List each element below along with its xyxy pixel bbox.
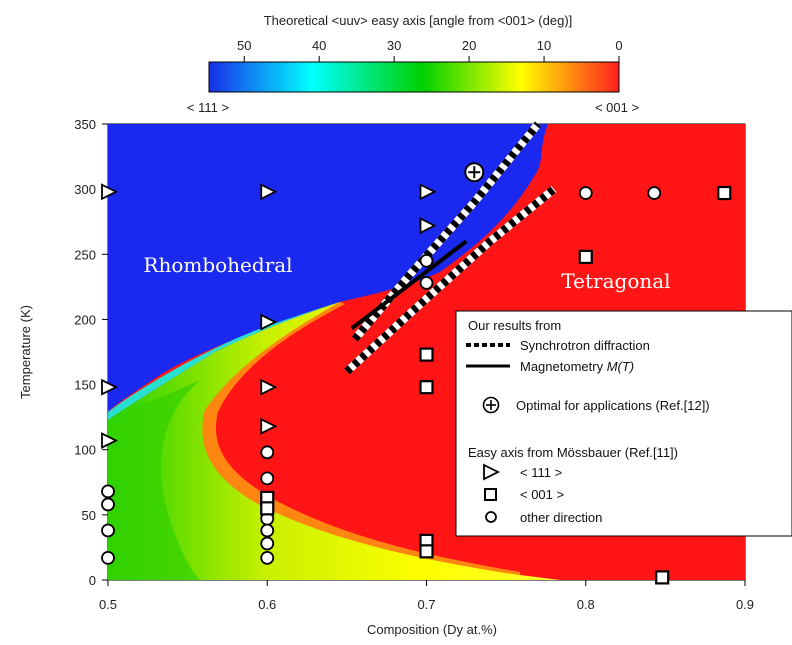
legend-circle-label: other direction	[520, 510, 602, 525]
x-tick-label: 0.6	[258, 597, 276, 612]
marker-circle-other	[261, 538, 273, 550]
y-tick-label: 250	[74, 247, 96, 262]
y-tick-label: 150	[74, 378, 96, 393]
marker-circle-other	[261, 446, 273, 458]
colorbar-ticks: 50 40 30 20 10 0	[237, 38, 623, 62]
y-tick-label: 350	[74, 117, 96, 132]
legend-optimal-icon	[484, 398, 499, 413]
x-tick-label: 0.7	[417, 597, 435, 612]
colorbar-tick-label: 20	[462, 38, 476, 53]
optimal-marker	[465, 163, 483, 181]
x-tick-label: 0.9	[736, 597, 754, 612]
legend-mossbauer-header: Easy axis from Mössbauer (Ref.[11])	[468, 445, 678, 460]
legend-header: Our results from	[468, 318, 561, 333]
y-axis-title: Temperature (K)	[18, 305, 33, 399]
legend: Our results from Synchrotron diffraction…	[456, 311, 792, 536]
colorbar-tick-label: 40	[312, 38, 326, 53]
legend-synchrotron-label: Synchrotron diffraction	[520, 338, 650, 353]
x-axis-ticks: 0.5 0.6 0.7 0.8 0.9	[99, 580, 754, 612]
colorbar-tick-label: 30	[387, 38, 401, 53]
colorbar-right-label: < 001 >	[595, 100, 639, 115]
legend-square-label: < 001 >	[520, 487, 564, 502]
marker-circle-other	[421, 277, 433, 289]
legend-square-icon	[485, 489, 496, 500]
colorbar-tick-label: 10	[537, 38, 551, 53]
y-tick-label: 50	[82, 508, 96, 523]
marker-circle-other	[648, 187, 660, 199]
marker-circle-other	[102, 485, 114, 497]
marker-circle-other	[261, 552, 273, 564]
marker-square-001	[580, 251, 592, 263]
y-tick-label: 0	[89, 573, 96, 588]
y-tick-label: 100	[74, 443, 96, 458]
tetragonal-label: Tetragonal	[561, 269, 670, 293]
legend-magnetometry-label: Magnetometry M(T)	[520, 359, 634, 374]
legend-optimal-label: Optimal for applications (Ref.[12])	[516, 398, 710, 413]
rhombohedral-label: Rhombohedral	[143, 253, 292, 277]
marker-square-001	[261, 502, 273, 514]
marker-circle-other	[102, 524, 114, 536]
colorbar: Theoretical <uuv> easy axis [angle from …	[187, 13, 639, 115]
x-axis-title: Composition (Dy at.%)	[367, 622, 497, 637]
colorbar-gradient	[209, 62, 619, 92]
marker-square-001	[656, 571, 668, 583]
marker-circle-other	[421, 255, 433, 267]
y-tick-label: 300	[74, 182, 96, 197]
marker-circle-other	[261, 524, 273, 536]
x-tick-label: 0.8	[577, 597, 595, 612]
marker-circle-other	[261, 472, 273, 484]
marker-circle-other	[580, 187, 592, 199]
colorbar-tick-label: 50	[237, 38, 251, 53]
x-tick-label: 0.5	[99, 597, 117, 612]
marker-square-001	[421, 545, 433, 557]
colorbar-left-label: < 111 >	[187, 100, 229, 115]
colorbar-tick-label: 0	[615, 38, 622, 53]
marker-circle-other	[102, 498, 114, 510]
legend-circle-icon	[486, 512, 496, 522]
legend-triangle-label: < 111 >	[520, 465, 562, 480]
y-tick-label: 200	[74, 312, 96, 327]
marker-square-001	[421, 381, 433, 393]
colorbar-title: Theoretical <uuv> easy axis [angle from …	[264, 13, 573, 28]
marker-circle-other	[102, 552, 114, 564]
marker-square-001	[718, 187, 730, 199]
marker-square-001	[421, 349, 433, 361]
